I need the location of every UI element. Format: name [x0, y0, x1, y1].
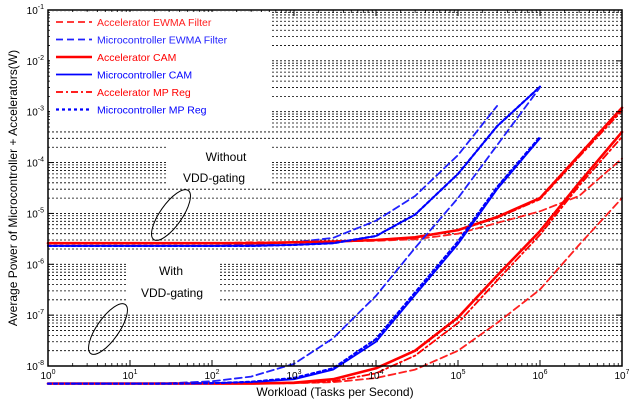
legend: Accelerator EWMA Filter Microcontroller E… — [50, 12, 272, 130]
y-tick-label: 10-8 — [27, 360, 44, 373]
legend-entry-label: Microcontroller CAM — [97, 70, 192, 82]
y-tick-label: 10-3 — [27, 106, 44, 119]
x-tick-label: 104 — [368, 369, 383, 382]
annotation-with-background — [128, 258, 220, 302]
x-tick-label: 101 — [122, 369, 137, 382]
x-tick-label: 100 — [40, 369, 55, 382]
annotation-with-line-1: With — [159, 264, 183, 278]
annotation-without-line-2: VDD-gating — [183, 171, 245, 185]
x-tick-label: 106 — [532, 369, 547, 382]
annotation-with-ellipse — [88, 303, 128, 355]
x-tick-label: 105 — [450, 369, 465, 382]
y-tick-label: 10-5 — [27, 207, 44, 220]
annotation-without-vdd-gating: Without VDD-gating — [151, 145, 272, 241]
y-tick-label: 10-1 — [27, 4, 44, 17]
x-tick-label: 102 — [204, 369, 219, 382]
annotation-without-line-1: Without — [206, 150, 247, 164]
y-tick-label: 10-6 — [27, 258, 44, 271]
annotation-without-background — [168, 145, 272, 187]
annotation-with-line-2: VDD-gating — [141, 286, 203, 300]
x-tick-label: 103 — [286, 369, 301, 382]
annotation-without-ellipse — [151, 189, 191, 241]
y-axis-label: Average Power of Microcontroller + Accel… — [6, 50, 20, 326]
series-line-microcontroller-5-with-gating — [46, 135, 542, 385]
legend-entry-label: Accelerator MP Reg — [97, 87, 191, 99]
y-tick-label: 10-4 — [27, 157, 44, 170]
annotation-with-vdd-gating: With VDD-gating — [88, 258, 220, 355]
legend-entry-label: Accelerator CAM — [97, 52, 176, 64]
legend-entry-label: Microcontroller MP Reg — [97, 105, 207, 117]
x-tick-label: 107 — [614, 369, 629, 382]
y-tick-label: 10-7 — [27, 309, 44, 322]
x-axis-label: Workload (Tasks per Second) — [256, 385, 413, 399]
legend-entry-label: Microcontroller EWMA Filter — [97, 35, 228, 47]
y-tick-label: 10-2 — [27, 55, 44, 68]
plot-frame — [47, 9, 623, 367]
series-line-accelerator-4-without-gating — [47, 109, 623, 245]
axis-ticks: 100 101 102 103 104 105 106 107 10-8 10-7 10-6 10-5… — [27, 4, 629, 382]
legend-entry-label: Accelerator EWMA Filter — [97, 17, 212, 29]
series-line-microcontroller-5-without-gating — [46, 85, 542, 247]
